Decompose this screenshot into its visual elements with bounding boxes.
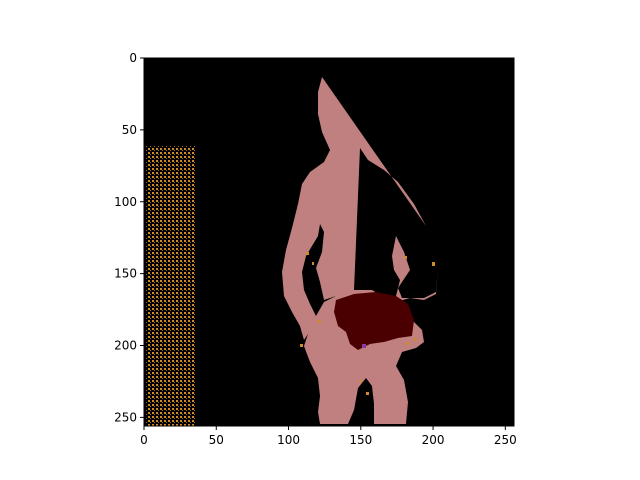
y-axis: 0 50 100 150 200 250 xyxy=(114,51,144,424)
x-tick-label: 200 xyxy=(422,433,445,447)
x-axis: 0 50 100 150 200 250 xyxy=(140,426,517,447)
noise-region xyxy=(146,146,196,426)
y-tick-label: 0 xyxy=(129,51,137,65)
y-tick-label: 100 xyxy=(114,195,137,209)
x-tick-label: 150 xyxy=(349,433,372,447)
y-tick-label: 50 xyxy=(122,123,137,137)
fringe-noise xyxy=(300,252,435,395)
image-panel xyxy=(143,57,515,427)
accent-segment xyxy=(362,344,366,348)
x-tick-label: 0 xyxy=(140,433,148,447)
y-tick-label: 200 xyxy=(114,339,137,353)
plot-frame xyxy=(143,57,515,427)
x-tick-label: 100 xyxy=(277,433,300,447)
y-tick-label: 150 xyxy=(114,267,137,281)
x-tick-label: 50 xyxy=(209,433,224,447)
object-segment xyxy=(334,292,414,350)
y-tick-label: 250 xyxy=(114,410,137,424)
x-tick-label: 250 xyxy=(494,433,517,447)
